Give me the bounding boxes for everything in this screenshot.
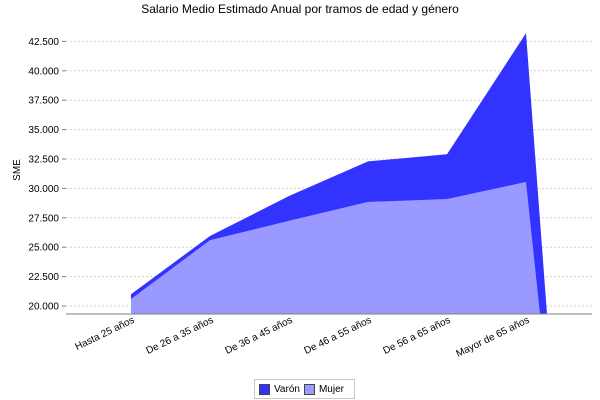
plot-areas <box>131 33 547 314</box>
x-category-label: Mayor de 65 años <box>455 315 532 360</box>
x-axis-categories: Hasta 25 años De 26 a 35 años De 36 a 45 a… <box>74 315 532 360</box>
legend-swatch-mujer-icon <box>303 383 315 395</box>
x-category-label: Hasta 25 años <box>74 315 137 353</box>
y-tick-label: 42.500 <box>28 37 59 48</box>
y-axis-label: SME <box>12 159 23 181</box>
y-tick-label: 22.500 <box>28 272 59 283</box>
legend-item-mujer: Mujer <box>303 383 344 395</box>
y-axis-ticks: 20.000 22.500 25.000 27.500 30.000 32.500 35.0… <box>28 37 66 313</box>
x-category-label: De 46 a 55 años <box>303 315 374 357</box>
chart-title: Salario Medio Estimado Anual por tramos … <box>141 2 459 16</box>
legend-item-varon: Varón <box>259 383 300 395</box>
x-category-label: De 36 a 45 años <box>224 315 295 357</box>
legend-label-varon: Varón <box>274 383 300 395</box>
x-category-label: De 56 a 65 años <box>382 315 453 357</box>
y-tick-label: 37.500 <box>28 96 59 107</box>
y-tick-label: 25.000 <box>28 243 59 254</box>
y-tick-label: 35.000 <box>28 125 59 136</box>
legend: Varón Mujer <box>254 379 355 399</box>
legend-swatch-varon-icon <box>259 383 270 395</box>
x-category-label: De 26 a 35 años <box>145 315 216 357</box>
area-series-mujer <box>131 181 540 314</box>
legend-label-mujer: Mujer <box>318 383 344 395</box>
y-tick-label: 20.000 <box>28 302 59 313</box>
y-tick-label: 40.000 <box>28 66 59 77</box>
y-tick-label: 27.500 <box>28 213 59 224</box>
y-tick-label: 32.500 <box>28 155 59 166</box>
y-tick-label: 30.000 <box>28 184 59 195</box>
